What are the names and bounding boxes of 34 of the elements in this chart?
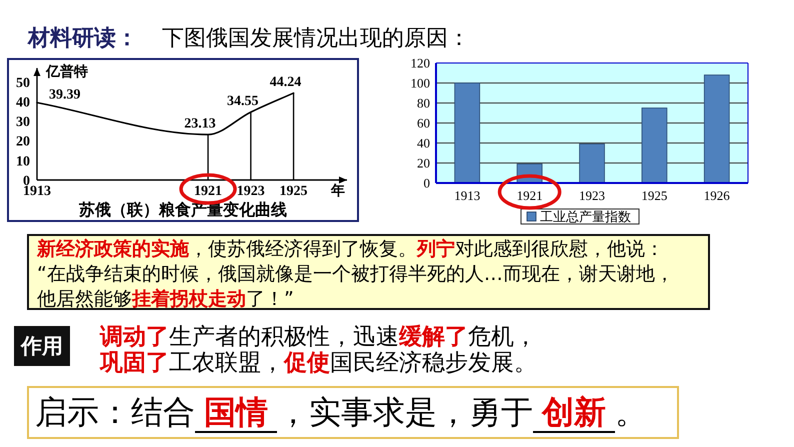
y-tick-label: 50 <box>16 76 30 91</box>
y-axis-title: 亿普特 <box>45 63 88 80</box>
y-tick-label: 60 <box>417 116 430 130</box>
text: 启示：结合国情，实事求是，勇于创新。 <box>35 393 647 433</box>
y-tick-label: 100 <box>410 76 430 90</box>
x-tick-label: 1923 <box>236 184 265 199</box>
text: 新经济政策的实施，使苏俄经济得到了恢复。列宁对此感到很欣慰，他说： “在战争结束的时候，俄国就像是一个被打得半死的人…而现在，谢天谢地，他居然能够挂着拐杖走动了！” <box>37 238 674 310</box>
x-tick-label: 1926 <box>704 188 730 203</box>
x-axis-title: 年 <box>330 183 345 199</box>
data-label: 39.39 <box>49 88 80 103</box>
x-tick-label: 1913 <box>454 188 480 203</box>
y-tick-label: 30 <box>16 115 30 130</box>
x-tick-label: 1921 <box>194 184 222 199</box>
y-tick-label: 40 <box>417 136 430 150</box>
data-label: 23.13 <box>184 116 216 132</box>
y-tick-label: 20 <box>16 134 30 150</box>
y-tick-label: 0 <box>424 176 430 190</box>
x-tick-label: 1921 <box>516 188 543 203</box>
data-label: 34.55 <box>227 94 259 110</box>
y-tick-label: 40 <box>16 95 30 110</box>
legend-label: 工业总产量指数 <box>540 210 631 225</box>
data-label: 44.24 <box>270 75 302 90</box>
y-tick-label: 10 <box>16 154 30 170</box>
x-tick-label: 1925 <box>641 188 668 203</box>
y-tick-label: 80 <box>417 96 430 110</box>
text: 调动了生产者的积极性，迅速缓解了危机，巩固了工农联盟，促使国民经济稳步发展。 <box>100 324 537 376</box>
x-tick-label: 1925 <box>280 184 308 199</box>
y-tick-label: 120 <box>410 56 430 70</box>
x-tick-label: 1923 <box>579 188 605 203</box>
text: 作用 <box>21 334 63 358</box>
text: 下图俄国发展情况出现的原因： <box>162 26 470 51</box>
text: 材料研读： <box>28 26 138 51</box>
y-tick-label: 20 <box>417 156 430 170</box>
legend: 工业总产量指数 <box>520 208 640 225</box>
